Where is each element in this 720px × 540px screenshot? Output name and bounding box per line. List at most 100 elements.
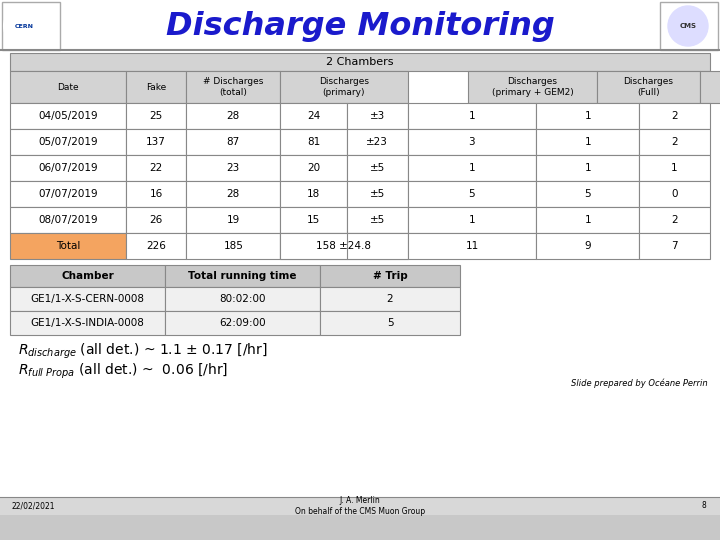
Bar — [186, 207, 280, 233]
Text: Discharge Monitoring: Discharge Monitoring — [166, 10, 554, 42]
Bar — [639, 207, 710, 233]
Text: 20: 20 — [307, 163, 320, 173]
Text: Fake: Fake — [146, 83, 166, 91]
Text: 158 ±24.8: 158 ±24.8 — [316, 241, 372, 251]
Bar — [347, 207, 408, 233]
Bar — [700, 71, 720, 103]
Text: Discharges
(primary): Discharges (primary) — [319, 77, 369, 97]
Text: $R_{full\ Propa}$ (all det.) ~  0.06 [/hr]: $R_{full\ Propa}$ (all det.) ~ 0.06 [/hr… — [18, 361, 228, 381]
Text: 15: 15 — [307, 215, 320, 225]
Text: 81: 81 — [307, 137, 320, 147]
Text: 185: 185 — [223, 241, 243, 251]
Text: 1: 1 — [585, 215, 591, 225]
Text: 05/07/2019: 05/07/2019 — [38, 137, 98, 147]
Bar — [10, 129, 126, 155]
Bar — [280, 103, 347, 129]
Text: 24: 24 — [307, 111, 320, 121]
Text: 22: 22 — [150, 163, 163, 173]
Bar — [10, 207, 126, 233]
Bar — [347, 233, 408, 259]
Bar — [280, 233, 347, 259]
Bar — [320, 265, 460, 287]
Bar — [165, 287, 320, 311]
Text: CMS: CMS — [680, 23, 696, 29]
Bar — [536, 207, 639, 233]
Bar — [186, 233, 280, 259]
Text: CERN: CERN — [14, 24, 34, 29]
Text: 5: 5 — [585, 189, 591, 199]
Bar — [10, 53, 710, 71]
Bar — [280, 155, 347, 181]
Bar — [639, 129, 710, 155]
Text: $R_{discharge}$ (all det.) ~ 1.1 ± 0.17 [/hr]: $R_{discharge}$ (all det.) ~ 1.1 ± 0.17 … — [18, 341, 268, 361]
Bar — [126, 207, 186, 233]
Bar — [0, 0, 720, 50]
Text: 19: 19 — [227, 215, 240, 225]
Text: 22/02/2021: 22/02/2021 — [12, 502, 55, 510]
Text: Date: Date — [57, 83, 78, 91]
Bar — [126, 71, 186, 103]
Text: Discharges
(Full): Discharges (Full) — [624, 77, 673, 97]
Text: 11: 11 — [465, 241, 479, 251]
Text: 2: 2 — [671, 137, 678, 147]
Bar — [10, 181, 126, 207]
Text: # Trip: # Trip — [373, 271, 408, 281]
Text: Total: Total — [55, 241, 80, 251]
Text: 2: 2 — [387, 294, 393, 304]
Text: 1: 1 — [469, 111, 475, 121]
Text: 5: 5 — [469, 189, 475, 199]
Text: Chamber: Chamber — [61, 271, 114, 281]
Text: 1: 1 — [585, 163, 591, 173]
Text: 8: 8 — [701, 502, 706, 510]
Text: 06/07/2019: 06/07/2019 — [38, 163, 98, 173]
Bar — [126, 181, 186, 207]
Text: GE1/1-X-S-INDIA-0008: GE1/1-X-S-INDIA-0008 — [30, 318, 145, 328]
Text: Discharges
(primary + GEM2): Discharges (primary + GEM2) — [492, 77, 573, 97]
Bar — [10, 71, 126, 103]
Bar — [536, 233, 639, 259]
Bar — [165, 311, 320, 335]
Bar — [639, 181, 710, 207]
Bar — [320, 287, 460, 311]
Text: 28: 28 — [227, 189, 240, 199]
Bar — [408, 155, 536, 181]
Bar — [10, 287, 165, 311]
Text: 7: 7 — [671, 241, 678, 251]
Bar — [639, 233, 710, 259]
Bar — [347, 103, 408, 129]
Text: Slide prepared by Océane Perrin: Slide prepared by Océane Perrin — [572, 378, 708, 388]
Text: 137: 137 — [146, 137, 166, 147]
Bar — [408, 207, 536, 233]
Bar — [320, 311, 460, 335]
Text: J. A. Merlin
On behalf of the CMS Muon Group: J. A. Merlin On behalf of the CMS Muon G… — [295, 496, 425, 516]
Text: Total running time: Total running time — [188, 271, 297, 281]
Bar — [10, 311, 165, 335]
Bar — [408, 103, 536, 129]
Bar — [186, 155, 280, 181]
Bar — [347, 155, 408, 181]
Bar — [186, 181, 280, 207]
Text: 28: 28 — [227, 111, 240, 121]
Text: ±5: ±5 — [370, 215, 385, 225]
Text: 04/05/2019: 04/05/2019 — [38, 111, 98, 121]
Bar — [639, 155, 710, 181]
Bar — [186, 71, 280, 103]
Text: 5: 5 — [387, 318, 393, 328]
Text: 2: 2 — [671, 111, 678, 121]
Text: GE1/1-X-S-CERN-0008: GE1/1-X-S-CERN-0008 — [30, 294, 145, 304]
Text: 0: 0 — [671, 189, 678, 199]
Text: 07/07/2019: 07/07/2019 — [38, 189, 98, 199]
Bar — [408, 129, 536, 155]
Bar — [468, 71, 597, 103]
Text: 26: 26 — [150, 215, 163, 225]
Text: 1: 1 — [585, 137, 591, 147]
Text: 2: 2 — [671, 215, 678, 225]
Bar — [10, 155, 126, 181]
Bar — [280, 233, 408, 259]
Text: 87: 87 — [227, 137, 240, 147]
Bar — [165, 265, 320, 287]
Circle shape — [668, 6, 708, 46]
Text: 80:02:00: 80:02:00 — [220, 294, 266, 304]
Text: ±3: ±3 — [370, 111, 385, 121]
Text: # Discharges
(total): # Discharges (total) — [203, 77, 264, 97]
